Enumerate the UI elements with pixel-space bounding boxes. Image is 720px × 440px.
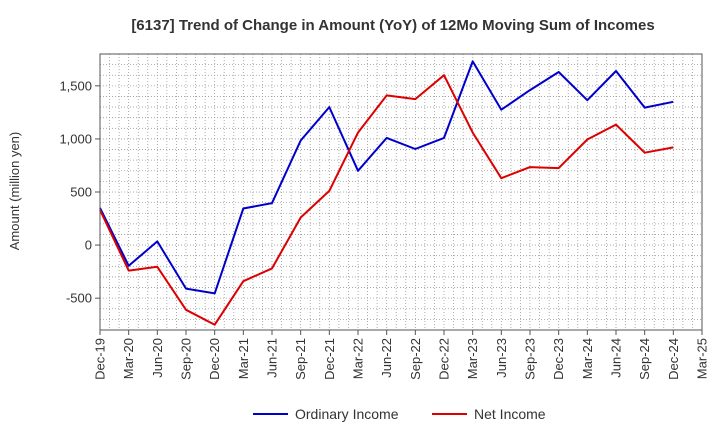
x-tick-label: Jun-22 bbox=[379, 338, 394, 378]
x-tick-label: Mar-22 bbox=[351, 338, 366, 379]
series-line-net-income bbox=[99, 74, 674, 326]
x-tick-label: Sep-21 bbox=[293, 338, 308, 380]
series-line-ordinary-income bbox=[99, 60, 674, 295]
legend-label: Ordinary Income bbox=[295, 406, 399, 422]
y-tick-label: -500 bbox=[66, 291, 92, 306]
y-ticks: -500 0 500 1,000 1,500 bbox=[59, 78, 100, 306]
y-axis-label: Amount (million yen) bbox=[7, 132, 22, 251]
x-tick-label: Mar-24 bbox=[580, 338, 595, 379]
plot-frame bbox=[99, 53, 703, 331]
y-tick-label: 1,500 bbox=[59, 78, 92, 93]
x-tick-label: Sep-23 bbox=[523, 338, 538, 380]
x-tick-label: Mar-20 bbox=[121, 338, 136, 379]
series-lines bbox=[99, 60, 674, 326]
x-tick-label: Sep-22 bbox=[408, 338, 423, 380]
y-tick-label: 1,000 bbox=[59, 131, 92, 146]
x-tick-label: Mar-23 bbox=[465, 338, 480, 379]
x-tick-label: Sep-20 bbox=[179, 338, 194, 380]
x-tick-label: Dec-24 bbox=[666, 338, 681, 380]
x-ticks: Dec-19 Mar-20 Jun-20 Sep-20 Dec-20 Mar-21 Jun-… bbox=[93, 330, 710, 380]
x-tick-label: Dec-21 bbox=[322, 338, 337, 380]
x-tick-label: Dec-19 bbox=[93, 338, 108, 380]
y-tick-label: 500 bbox=[70, 185, 92, 200]
x-tick-label: Dec-20 bbox=[207, 338, 222, 380]
legend: Ordinary Income Net Income bbox=[253, 406, 546, 422]
x-tick-label: Jun-24 bbox=[609, 338, 624, 378]
x-tick-label: Jun-21 bbox=[265, 338, 280, 378]
chart-title: [6137] Trend of Change in Amount (YoY) o… bbox=[131, 17, 654, 34]
x-tick-label: Sep-24 bbox=[637, 338, 652, 380]
y-tick-label: 0 bbox=[85, 238, 92, 253]
x-tick-label: Mar-25 bbox=[695, 338, 710, 379]
x-tick-label: Mar-21 bbox=[236, 338, 251, 379]
x-tick-label: Dec-23 bbox=[551, 338, 566, 380]
legend-label: Net Income bbox=[474, 406, 546, 422]
grid bbox=[100, 54, 702, 330]
x-tick-label: Dec-22 bbox=[437, 338, 452, 380]
x-tick-label: Jun-20 bbox=[150, 338, 165, 378]
x-tick-label: Jun-23 bbox=[494, 338, 509, 378]
